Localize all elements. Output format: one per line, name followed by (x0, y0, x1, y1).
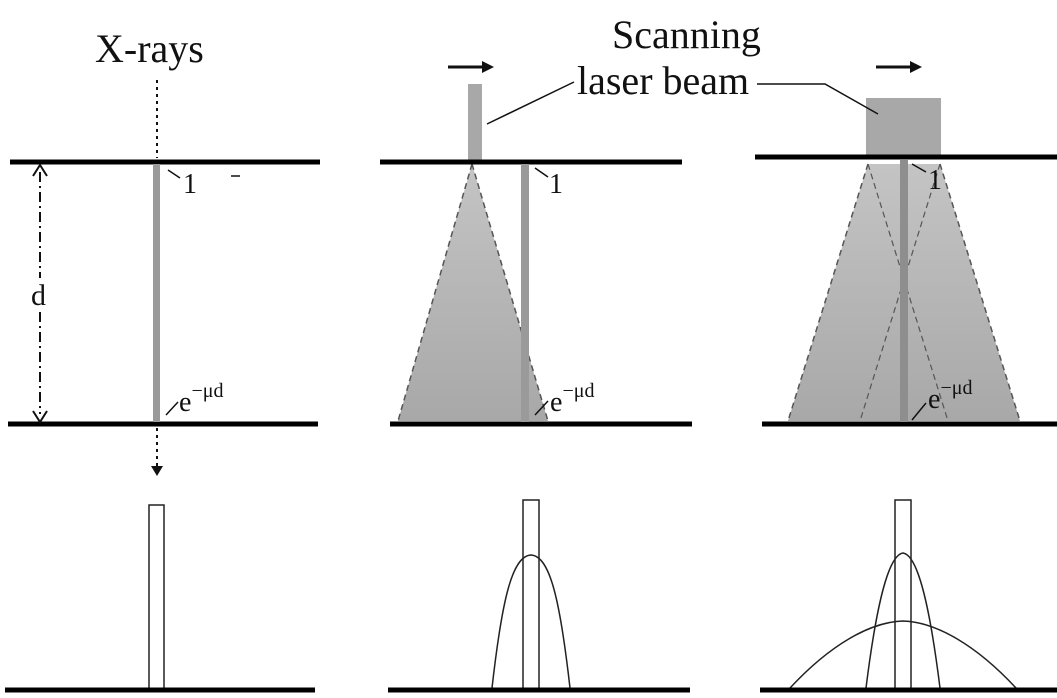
wide-edge-right (939, 163, 1021, 422)
panel-wide-laser: 1 e−μd (755, 61, 1057, 693)
narrow-incident-beam (468, 84, 482, 160)
attenuation-label-2: e−μd (550, 380, 594, 418)
narrow-cone-edge-right (471, 163, 549, 422)
xray-beam (153, 164, 160, 422)
laser-beam-label: laser beam (577, 58, 749, 103)
scan-direction-arrow-icon-2 (910, 61, 922, 73)
intensity-top-label-3: 1 (928, 165, 942, 196)
depth-label: d (31, 279, 46, 312)
xrays-label: X-rays (95, 26, 204, 71)
panel-xray: X-rays d 1 e−μd (5, 26, 320, 693)
narrow-scatter-cone (398, 164, 548, 421)
scanning-label: Scanning (612, 12, 761, 57)
intensity-leader-2 (534, 167, 549, 178)
depth-arrow-top-icon (32, 163, 48, 177)
narrow-profile-curve (491, 554, 571, 689)
panel-narrow-laser: Scanning laser beam 1 e−μd (380, 12, 761, 693)
intensity-top-label-2: 1 (549, 169, 563, 200)
laser-label-leader-1 (486, 81, 575, 125)
wide-incident-beam (866, 98, 941, 158)
attenuation-label-1: e−μd (179, 380, 223, 418)
narrow-cone-edge-left (397, 163, 473, 422)
attenuation-leader-1 (165, 401, 179, 416)
depth-label-bg (26, 278, 54, 312)
xray-profile-bar (148, 504, 165, 690)
intensity-leader-3 (911, 163, 927, 173)
xray-outgoing-arrow-icon (151, 466, 163, 476)
wide-detected-beam (900, 160, 908, 422)
depth-arrow-bottom-icon (32, 410, 48, 424)
wide-profile-narrow-curve (865, 552, 941, 689)
intensity-leader-1 (167, 169, 181, 179)
scan-direction-arrow-icon-1 (482, 61, 494, 73)
laser-label-leader-2 (757, 83, 879, 115)
attenuation-label-3: e−μd (928, 377, 972, 415)
narrow-detected-beam (521, 164, 529, 422)
intensity-top-label-1: 1 (183, 169, 197, 200)
wide-edge-left (787, 163, 869, 422)
wide-profile-broad-curve (789, 620, 1017, 689)
attenuation-leader-3 (911, 402, 927, 421)
wide-profile-bar (894, 499, 912, 690)
attenuation-leader-2 (534, 400, 549, 416)
narrow-profile-bar (522, 499, 540, 690)
